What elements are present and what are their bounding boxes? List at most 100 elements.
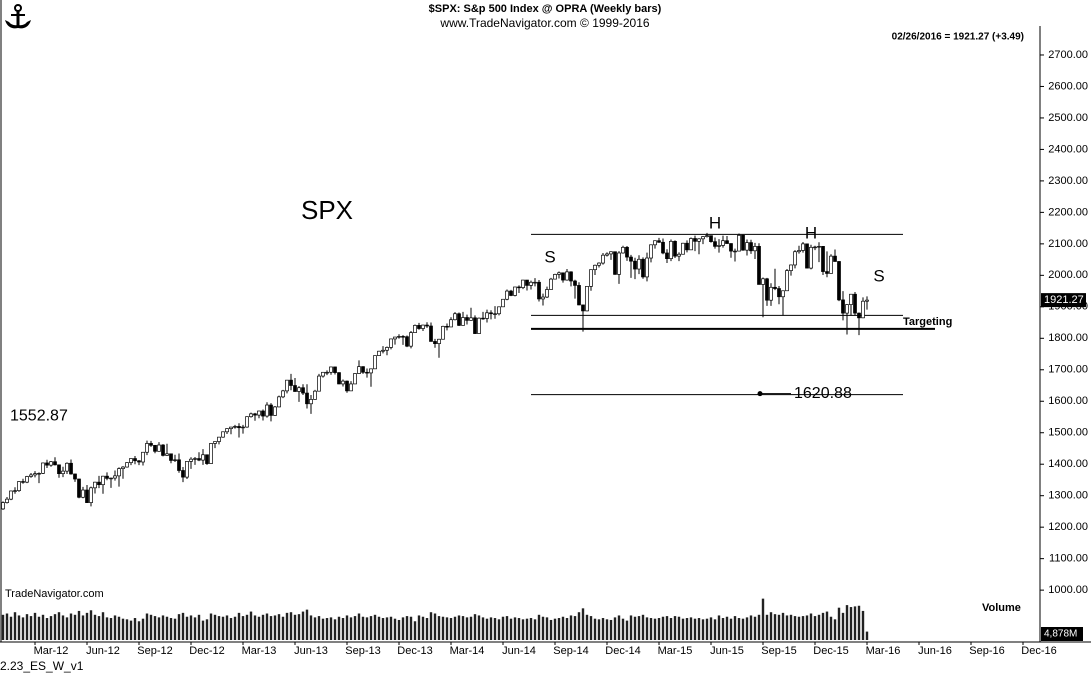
candle-body [77, 478, 81, 498]
candle-body [549, 278, 553, 290]
candle-body [781, 290, 785, 298]
x-tick-label: Mar-12 [34, 645, 69, 657]
candle-body [457, 313, 461, 326]
volume-bar [153, 616, 157, 640]
candle-body [669, 240, 673, 260]
x-tick-label: Jun-15 [710, 645, 744, 657]
volume-bar [745, 617, 749, 640]
volume-bar [517, 618, 521, 640]
candle-body [49, 461, 53, 466]
candle-body [801, 243, 805, 251]
volume-bar [201, 620, 205, 640]
volume-bar [313, 617, 317, 640]
volume-bar [149, 614, 153, 640]
candle-body [257, 410, 261, 416]
candle-body [713, 241, 717, 247]
volume-bar [721, 618, 725, 640]
candle-body [429, 325, 433, 342]
candle-body [357, 366, 361, 374]
volume-bar [253, 615, 257, 640]
volume-bar [597, 619, 601, 640]
volume-bar [277, 614, 281, 640]
candle-body [809, 246, 813, 269]
volume-bar [125, 619, 129, 640]
candle-body [57, 464, 61, 475]
candle-body [425, 324, 429, 327]
candle-body [93, 481, 97, 489]
candle-body [321, 371, 325, 377]
candle-body [9, 490, 13, 500]
candle-body [241, 426, 245, 429]
volume-bar [625, 620, 629, 640]
volume-bar [533, 619, 537, 640]
candle-body [341, 380, 345, 385]
volume-bar [621, 618, 625, 640]
candle-body [329, 366, 333, 373]
y-tick-label: 1600.00 [1048, 395, 1088, 407]
candle-body [577, 285, 581, 306]
candle-body [757, 246, 761, 285]
candle-body [633, 260, 637, 270]
candle-body [41, 462, 45, 474]
volume-bar [13, 612, 17, 640]
candle-body [21, 481, 25, 483]
candle-body [137, 460, 141, 463]
candle-body [109, 477, 113, 480]
candle-body [269, 404, 273, 416]
candle-body [861, 300, 865, 319]
volume-bar [417, 615, 421, 640]
candle-body [617, 252, 621, 275]
candle-body [61, 470, 65, 475]
volume-bar [637, 616, 641, 640]
volume-bar [213, 614, 217, 640]
candle-body [729, 243, 733, 252]
candle-body [501, 298, 505, 308]
volume-bar [265, 613, 269, 640]
candle-body [353, 373, 357, 385]
x-tick-label: Mar-15 [658, 645, 693, 657]
candle-body [293, 385, 297, 392]
candle-body [749, 242, 753, 252]
volume-bar [765, 614, 769, 640]
volume-bar [361, 616, 365, 640]
volume-bar [585, 614, 589, 640]
volume-bar [373, 614, 377, 640]
candle-body [485, 312, 489, 319]
candle-body [645, 257, 649, 278]
candle-body [273, 406, 277, 416]
volume-bar [437, 616, 441, 640]
volume-bar [233, 616, 237, 640]
volume-bar [249, 611, 253, 640]
candle-body [189, 458, 193, 462]
candle-body [33, 473, 37, 476]
volume-bar [229, 618, 233, 640]
candle-body [301, 387, 305, 394]
candle-body [597, 262, 601, 266]
volume-bar [257, 616, 261, 640]
volume-bar [185, 616, 189, 640]
volume-bar [633, 616, 637, 640]
x-tick-label: Sep-16 [969, 645, 1004, 657]
candle-body [837, 261, 841, 301]
volume-bar [473, 614, 477, 640]
candle-body [173, 459, 177, 461]
candle-body [369, 368, 373, 374]
candle-body [521, 279, 525, 288]
candle-body [309, 399, 313, 405]
volume-bar [241, 616, 245, 640]
volume-bar [165, 616, 169, 640]
volume-bar [45, 618, 49, 640]
candle-body [553, 274, 557, 280]
candle-body [197, 458, 201, 461]
watermark: TradeNavigator.com [5, 588, 104, 600]
candle-body [97, 481, 101, 486]
volume-bar [325, 618, 329, 640]
candle-body [225, 428, 229, 433]
volume-bar [813, 616, 817, 640]
candle-body [789, 264, 793, 271]
y-tick-label: 2300.00 [1048, 175, 1088, 187]
volume-bar [385, 617, 389, 640]
volume-bar [393, 618, 397, 640]
y-tick-label: 2500.00 [1048, 112, 1088, 124]
